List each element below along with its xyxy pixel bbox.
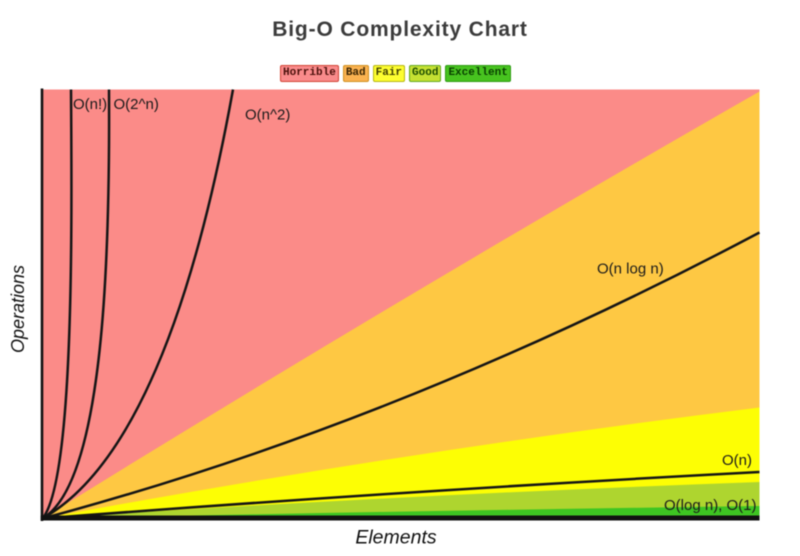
svg-text:O(2^n): O(2^n) [114,96,159,113]
svg-text:O(n log n): O(n log n) [597,261,664,278]
svg-text:O(n): O(n) [722,452,752,469]
svg-text:O(log n), O(1): O(log n), O(1) [664,497,757,514]
svg-text:O(n^2): O(n^2) [245,107,290,124]
svg-text:Operations: Operations [8,265,28,353]
svg-text:O(n!): O(n!) [73,96,107,113]
svg-text:Elements: Elements [355,527,437,549]
